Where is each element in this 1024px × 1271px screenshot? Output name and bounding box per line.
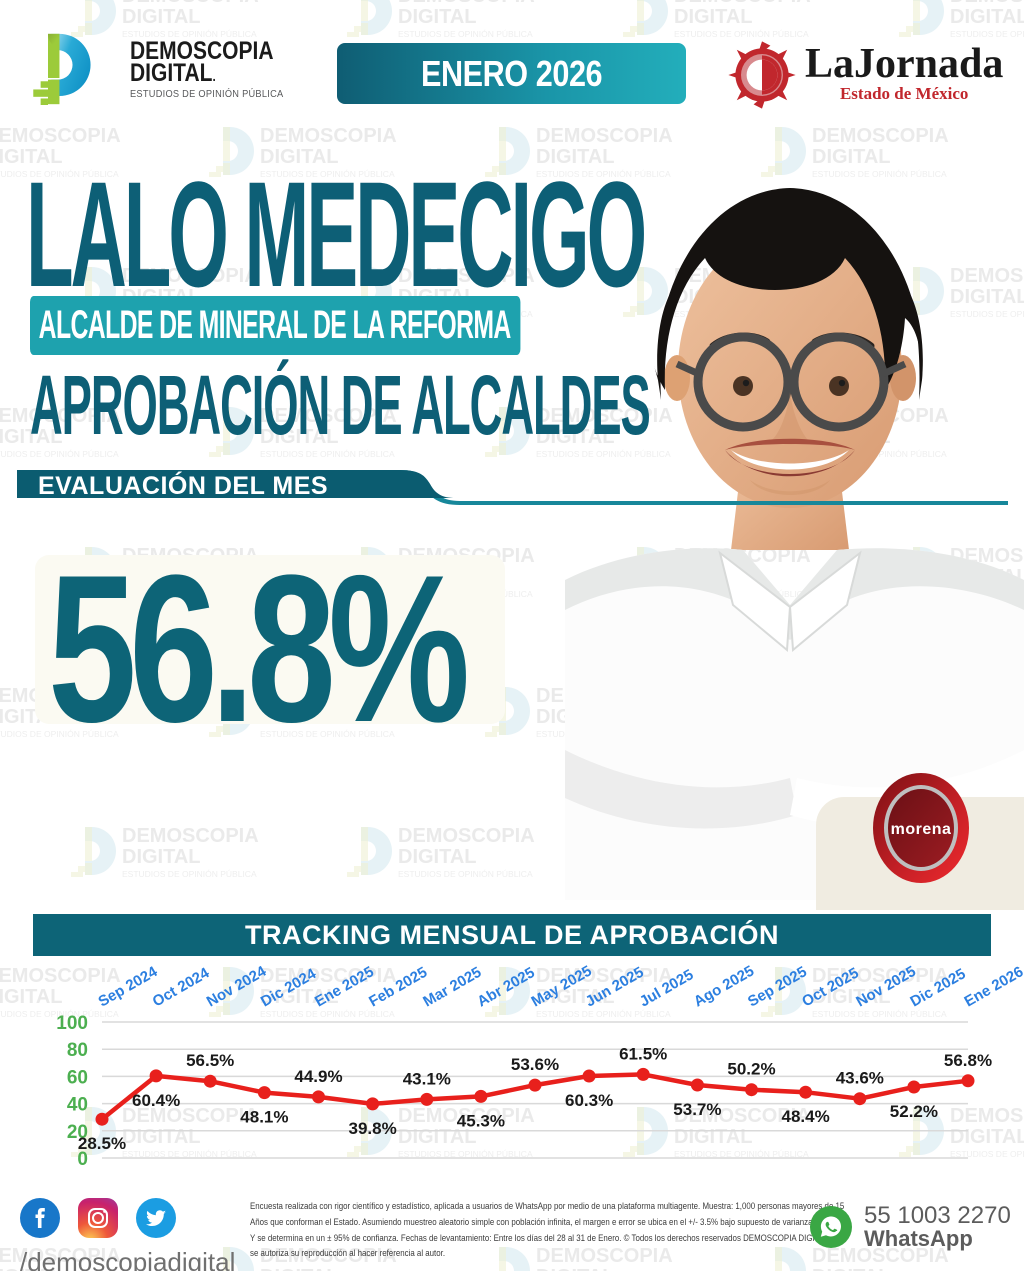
svg-text:Oct 2025: Oct 2025: [799, 964, 862, 1010]
svg-text:Ago 2025: Ago 2025: [691, 962, 757, 1010]
svg-text:Abr 2025: Abr 2025: [474, 964, 537, 1010]
svg-text:Feb 2025: Feb 2025: [366, 964, 430, 1011]
svg-text:56.8%: 56.8%: [944, 1051, 992, 1070]
svg-text:48.4%: 48.4%: [781, 1107, 829, 1126]
svg-text:Oct 2024: Oct 2024: [150, 964, 213, 1010]
svg-text:39.8%: 39.8%: [348, 1119, 396, 1138]
svg-text:Jun 2025: Jun 2025: [583, 964, 647, 1011]
svg-text:Dic 2025: Dic 2025: [907, 965, 968, 1010]
svg-text:80: 80: [67, 1040, 88, 1061]
svg-text:50.2%: 50.2%: [727, 1060, 775, 1079]
svg-text:May 2025: May 2025: [529, 962, 595, 1010]
svg-text:45.3%: 45.3%: [457, 1111, 505, 1130]
svg-text:Ene 2025: Ene 2025: [312, 963, 377, 1010]
svg-text:Jul 2025: Jul 2025: [637, 966, 697, 1010]
svg-text:Nov 2024: Nov 2024: [204, 962, 270, 1010]
svg-text:60: 60: [67, 1067, 88, 1088]
svg-text:56.5%: 56.5%: [186, 1051, 234, 1070]
svg-text:53.7%: 53.7%: [673, 1100, 721, 1119]
svg-text:61.5%: 61.5%: [619, 1044, 667, 1063]
svg-text:40: 40: [67, 1095, 88, 1116]
svg-text:Mar 2025: Mar 2025: [420, 964, 484, 1011]
svg-text:Dic 2024: Dic 2024: [258, 965, 320, 1010]
svg-text:43.6%: 43.6%: [836, 1069, 884, 1088]
svg-text:60.3%: 60.3%: [565, 1091, 613, 1110]
svg-text:Sep 2024: Sep 2024: [96, 963, 161, 1011]
svg-text:44.9%: 44.9%: [294, 1067, 342, 1086]
svg-text:100: 100: [56, 1013, 88, 1034]
svg-text:48.1%: 48.1%: [240, 1108, 288, 1127]
svg-text:52.2%: 52.2%: [890, 1102, 938, 1121]
svg-text:43.1%: 43.1%: [403, 1069, 451, 1088]
svg-text:Sep 2025: Sep 2025: [745, 963, 810, 1010]
svg-text:Ene 2026: Ene 2026: [962, 963, 1024, 1010]
svg-text:morena: morena: [891, 821, 952, 838]
svg-text:53.6%: 53.6%: [511, 1055, 559, 1074]
svg-text:28.5%: 28.5%: [78, 1134, 126, 1153]
svg-text:60.4%: 60.4%: [132, 1091, 180, 1110]
svg-text:Nov 2025: Nov 2025: [853, 963, 919, 1011]
